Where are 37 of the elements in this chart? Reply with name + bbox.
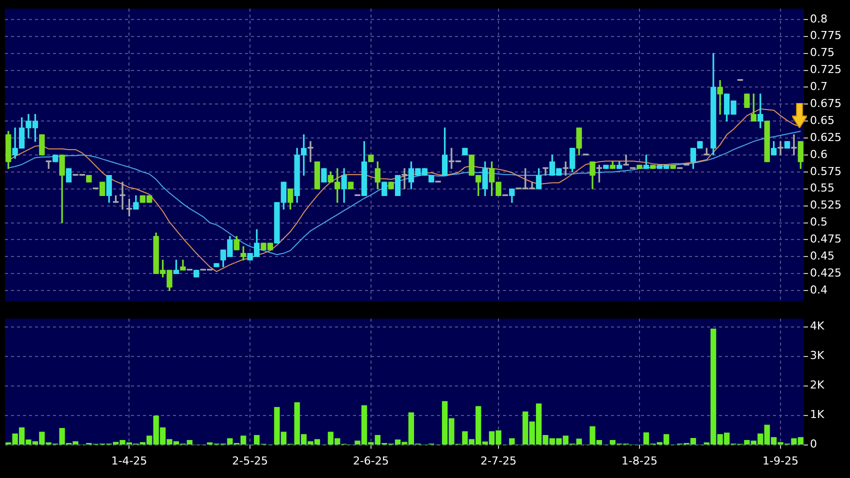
y-tick-label: 0.65 bbox=[810, 114, 834, 127]
y-tick-label: 0.725 bbox=[810, 63, 842, 76]
candlestick bbox=[308, 141, 314, 162]
x-tick-label: 2-5-25 bbox=[232, 454, 268, 468]
candlestick bbox=[402, 168, 408, 190]
y-tick-label: 2K bbox=[810, 378, 825, 392]
candlestick bbox=[623, 154, 629, 166]
candlestick bbox=[542, 167, 548, 176]
y-tick-label: 0 bbox=[810, 438, 817, 451]
y-tick-label: 3K bbox=[810, 349, 825, 362]
y-tick-label: 4K bbox=[810, 320, 825, 333]
candlestick bbox=[791, 134, 797, 156]
y-tick-label: 1K bbox=[810, 408, 825, 422]
candlestick bbox=[717, 80, 723, 115]
x-tick-label: 1-8-25 bbox=[622, 454, 658, 468]
y-tick-label: 0.525 bbox=[810, 198, 842, 212]
x-tick-label: 2-6-25 bbox=[352, 454, 389, 468]
y-tick-label: 0.6 bbox=[810, 148, 828, 161]
x-tick-label: 1-4-25 bbox=[111, 454, 148, 468]
y-tick-label: 0.775 bbox=[810, 29, 842, 42]
y-tick-label: 0.625 bbox=[810, 130, 842, 144]
x-tick-label: 2-7-25 bbox=[480, 454, 516, 468]
y-tick-label: 0.425 bbox=[810, 266, 842, 280]
y-tick-label: 0.475 bbox=[810, 232, 842, 246]
y-tick-label: 0.4 bbox=[810, 283, 828, 296]
x-tick-label: 1-9-25 bbox=[762, 454, 798, 468]
y-tick-label: 0.55 bbox=[810, 182, 834, 195]
y-tick-label: 0.8 bbox=[810, 12, 828, 26]
y-tick-label: 0.7 bbox=[810, 80, 828, 94]
candlestick bbox=[120, 182, 126, 210]
candlestick bbox=[778, 141, 784, 156]
y-tick-label: 0.575 bbox=[810, 164, 842, 178]
y-tick-label: 0.5 bbox=[810, 216, 828, 229]
y-tick-label: 0.45 bbox=[810, 250, 834, 263]
y-tick-label: 0.75 bbox=[810, 46, 834, 60]
bar bbox=[509, 438, 515, 445]
y-tick-label: 0.675 bbox=[810, 97, 842, 110]
